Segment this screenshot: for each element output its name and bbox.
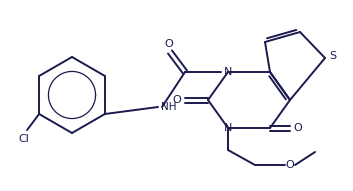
Text: N: N	[224, 123, 232, 133]
Text: N: N	[224, 67, 232, 77]
Text: O: O	[173, 95, 181, 105]
Text: O: O	[164, 39, 173, 49]
Text: NH: NH	[161, 102, 177, 112]
Text: O: O	[286, 160, 294, 170]
Text: O: O	[294, 123, 303, 133]
Text: S: S	[329, 51, 336, 61]
Text: Cl: Cl	[19, 134, 30, 144]
